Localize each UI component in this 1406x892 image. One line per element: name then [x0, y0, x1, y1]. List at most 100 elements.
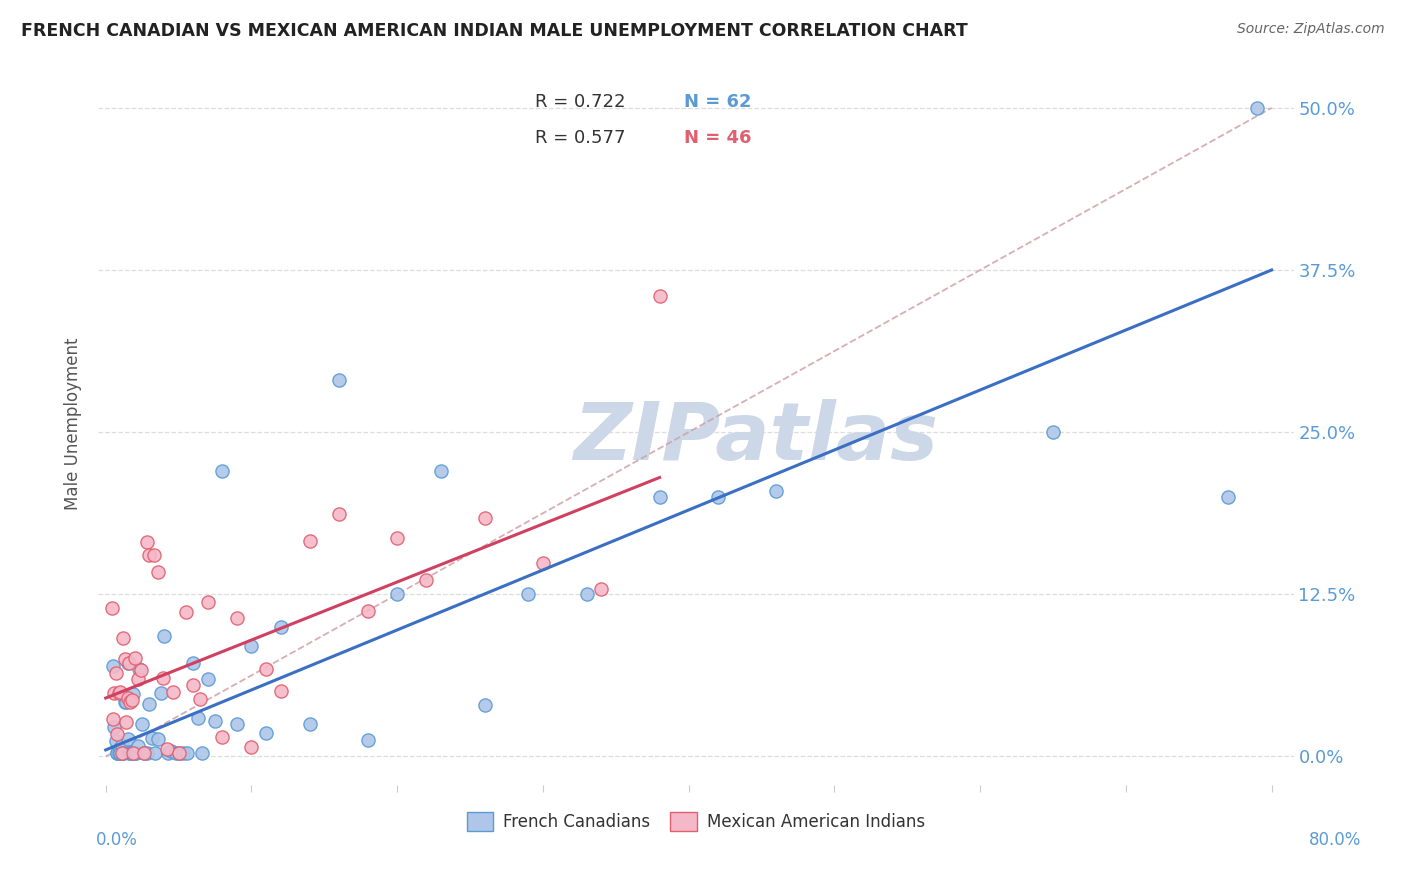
Point [148, 565, 170, 579]
Point [120, 746, 142, 760]
Point [1216, 490, 1239, 504]
Point [127, 739, 149, 753]
Point [124, 746, 146, 760]
Point [174, 605, 197, 619]
Point [385, 532, 409, 546]
Point [707, 490, 730, 504]
Point [186, 711, 208, 725]
Point [167, 746, 190, 760]
Point [118, 746, 141, 760]
Point [110, 740, 132, 755]
Point [108, 686, 131, 700]
Point [112, 746, 135, 760]
Point [157, 746, 180, 760]
Point [128, 662, 150, 676]
Point [105, 727, 128, 741]
Point [517, 587, 540, 601]
Point [103, 686, 125, 700]
Text: FRENCH CANADIAN VS MEXICAN AMERICAN INDIAN MALE UNEMPLOYMENT CORRELATION CHART: FRENCH CANADIAN VS MEXICAN AMERICAN INDI… [21, 22, 967, 40]
Point [135, 746, 157, 760]
Point [103, 719, 125, 733]
Point [270, 620, 292, 634]
Point [117, 731, 139, 746]
Point [127, 672, 149, 686]
Point [143, 746, 166, 760]
Point [115, 694, 138, 708]
Point [167, 746, 190, 760]
Point [138, 549, 160, 563]
Point [141, 731, 163, 745]
Text: R = 0.722: R = 0.722 [534, 93, 626, 112]
Point [1042, 425, 1064, 439]
Point [122, 687, 145, 701]
Point [114, 695, 136, 709]
Point [142, 549, 165, 563]
Point [197, 672, 219, 686]
Point [1246, 101, 1268, 115]
Point [156, 742, 179, 756]
Text: 80.0%: 80.0% [1309, 831, 1361, 849]
Point [104, 734, 127, 748]
Point [225, 611, 247, 625]
Text: 0.0%: 0.0% [96, 831, 138, 849]
Point [152, 671, 174, 685]
Point [648, 490, 671, 504]
Point [111, 739, 134, 753]
Point [575, 587, 598, 601]
Point [112, 746, 135, 760]
Point [117, 691, 139, 706]
Point [131, 717, 153, 731]
Point [181, 656, 204, 670]
Point [531, 556, 554, 570]
Point [298, 717, 321, 731]
Point [328, 507, 350, 521]
Point [204, 714, 226, 728]
Point [105, 746, 128, 760]
Point [101, 658, 124, 673]
Point [270, 684, 292, 698]
Point [101, 712, 124, 726]
Point [150, 686, 173, 700]
Point [100, 601, 122, 615]
Text: N = 46: N = 46 [685, 129, 752, 147]
Point [114, 652, 136, 666]
Point [225, 717, 247, 731]
Point [191, 746, 214, 760]
Point [129, 663, 152, 677]
Text: ZIPatlas: ZIPatlas [574, 399, 938, 477]
Point [110, 685, 132, 699]
Point [111, 746, 134, 760]
Point [104, 665, 127, 680]
Point [415, 573, 437, 587]
Point [254, 726, 277, 740]
Point [121, 746, 143, 760]
Point [110, 746, 132, 760]
Point [474, 698, 496, 712]
Point [357, 604, 380, 618]
Point [153, 629, 176, 643]
Point [122, 746, 145, 760]
Point [160, 744, 183, 758]
Point [240, 740, 263, 755]
Point [648, 289, 671, 303]
Point [148, 731, 170, 746]
Point [115, 715, 138, 730]
Point [118, 656, 141, 670]
Text: Source: ZipAtlas.com: Source: ZipAtlas.com [1237, 22, 1385, 37]
Point [190, 691, 212, 706]
Point [430, 464, 453, 478]
Point [135, 535, 157, 549]
Point [105, 746, 128, 760]
Point [765, 483, 787, 498]
Point [357, 732, 380, 747]
Legend: French Canadians, Mexican American Indians: French Canadians, Mexican American India… [460, 805, 932, 838]
Point [132, 746, 155, 760]
Point [211, 731, 233, 745]
Y-axis label: Male Unemployment: Male Unemployment [65, 337, 83, 510]
Point [124, 650, 146, 665]
Point [112, 632, 135, 646]
Point [328, 373, 350, 387]
Point [125, 746, 148, 760]
Point [591, 582, 613, 597]
Point [474, 510, 496, 524]
